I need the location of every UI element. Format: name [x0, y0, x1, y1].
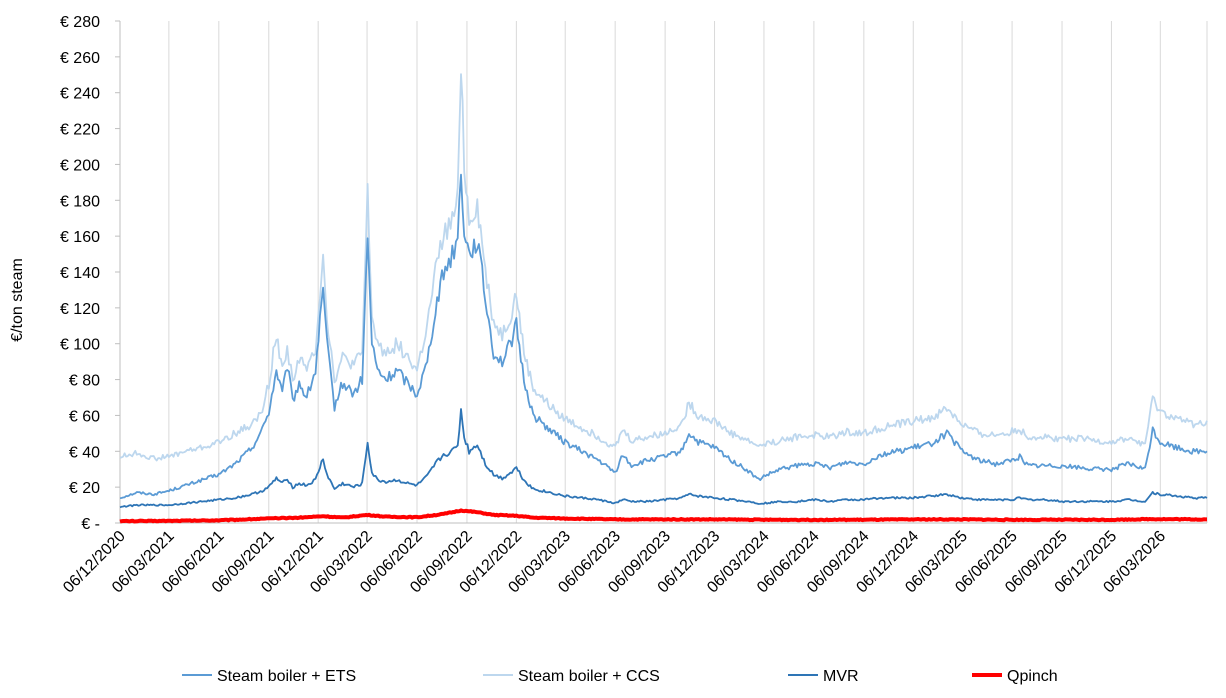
- y-tick-label: € 240: [60, 86, 100, 103]
- y-tick-label: € 160: [60, 229, 100, 246]
- y-tick-label: € 200: [60, 157, 100, 174]
- y-tick-label: € 140: [60, 265, 100, 282]
- y-tick-label: € 80: [69, 373, 100, 390]
- series-line-qpinch: [119, 508, 1208, 524]
- y-tick-label: € 40: [69, 444, 100, 461]
- vertical-gridlines: [119, 21, 1208, 523]
- series-line-steam-boiler-ets: [119, 173, 1208, 499]
- series-line-steam-boiler-ccs: [119, 73, 1208, 462]
- y-axis-label: €/ton steam: [9, 258, 26, 342]
- legend-label: Qpinch: [1007, 668, 1058, 685]
- y-tick-label: € 280: [60, 14, 100, 31]
- axes: [119, 21, 1207, 524]
- y-tick-label: € 100: [60, 337, 100, 354]
- y-tick-label: € 260: [60, 50, 100, 67]
- legend-label: Steam boiler + CCS: [518, 668, 660, 685]
- x-tick-labels: 06/12/202006/03/202106/06/202106/09/2021…: [60, 528, 1169, 597]
- legend-label: MVR: [823, 668, 859, 685]
- y-tick-label: € 20: [69, 480, 100, 497]
- y-tick-label: € 220: [60, 122, 100, 139]
- y-tick-label: € -: [81, 516, 100, 533]
- y-tick-labels: € - € 20 € 40 € 60 € 80 € 100 € 120 € 140 € 160 €…: [60, 14, 120, 533]
- legend-label: Steam boiler + ETS: [217, 668, 356, 685]
- series-lines: [119, 73, 1208, 524]
- y-tick-label: € 180: [60, 193, 100, 210]
- y-tick-label: € 60: [69, 408, 100, 425]
- legend: Steam boiler + ETS Steam boiler + CCS MVR Q…: [182, 668, 1058, 685]
- y-tick-label: € 120: [60, 301, 100, 318]
- series-line-mvr: [119, 408, 1208, 509]
